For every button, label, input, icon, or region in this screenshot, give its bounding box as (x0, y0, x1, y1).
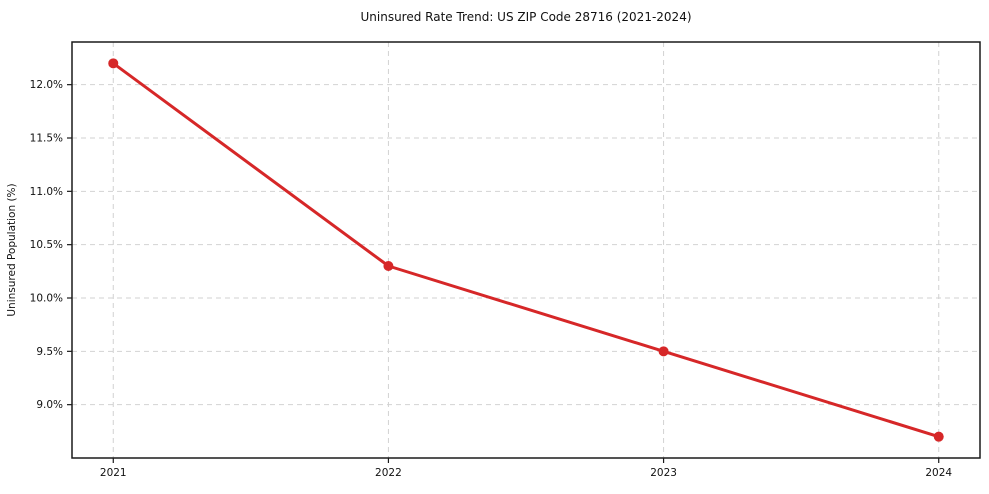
data-point-2024 (933, 431, 944, 442)
y-axis-label: Uninsured Population (%) (6, 183, 18, 316)
x-tick-label: 2023 (650, 467, 677, 479)
y-tick-label: 12.0% (30, 79, 63, 91)
y-tick-label: 9.0% (36, 399, 63, 411)
plot-border (71, 41, 981, 459)
y-tick-label: 11.0% (30, 186, 63, 198)
axis-ticks (67, 84, 940, 463)
trend-line (111, 61, 941, 439)
y-tick-label: 9.5% (36, 346, 63, 358)
gridlines (72, 42, 980, 458)
x-tick-label: 2022 (375, 467, 402, 479)
data-point-2023 (658, 346, 669, 357)
y-tick-label: 11.5% (30, 133, 63, 145)
data-point-2022 (383, 261, 394, 271)
y-tick-label: 10.0% (30, 293, 63, 305)
chart-title: Uninsured Rate Trend: US ZIP Code 28716 … (360, 10, 691, 24)
x-tick-label: 2021 (100, 467, 127, 479)
x-tick-label: 2024 (925, 467, 952, 479)
data-point-2021 (108, 58, 119, 69)
y-tick-label: 10.5% (30, 239, 63, 251)
trend-line-series (108, 58, 944, 442)
axis-tick-labels: 9.0% 9.5% 10.0% 10.5% 11.0% 11.5% 12.0% 2021 202… (30, 79, 953, 479)
